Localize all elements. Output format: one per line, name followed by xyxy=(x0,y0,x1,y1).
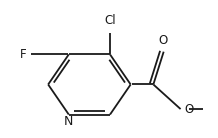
Text: O: O xyxy=(184,103,193,116)
Text: Cl: Cl xyxy=(104,14,116,27)
Text: O: O xyxy=(158,34,167,47)
Text: N: N xyxy=(64,116,73,128)
Text: F: F xyxy=(20,48,26,61)
